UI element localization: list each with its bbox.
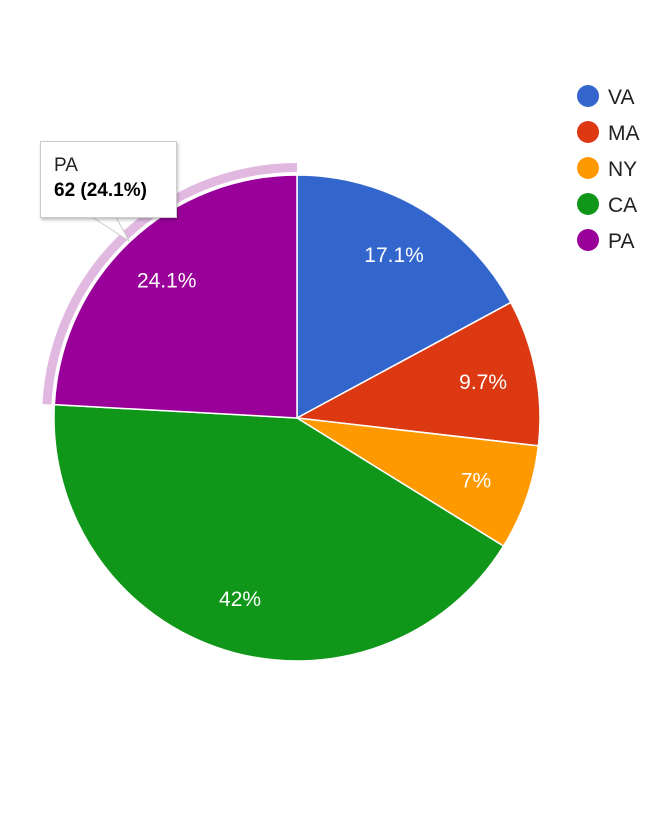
legend-label-va: VA [608,86,634,109]
legend-item-ny[interactable]: NY [577,157,637,181]
legend-marker-ca [577,193,599,215]
legend-label-ma: MA [608,122,640,145]
tooltip-value: 62 (24.1%) [54,180,147,201]
legend-item-ma[interactable]: MA [577,121,640,145]
slice-label-ny: 7% [461,469,491,492]
slice-label-ma: 9.7% [459,371,507,394]
tooltip-series-name: PA [54,155,78,176]
legend-marker-ny [577,157,599,179]
slice-labels: 17.1% 9.7% 7% 42% 24.1% [137,244,507,611]
slice-label-ca: 42% [219,588,261,611]
pie-slice-pa[interactable] [53,174,298,419]
pie-slice-va[interactable] [296,174,512,420]
legend-marker-pa [577,229,599,251]
legend-label-ny: NY [608,158,637,181]
tooltip: PA 62 (24.1%) [40,141,177,218]
legend: VA MA NY CA PA [577,85,640,253]
legend-item-ca[interactable]: CA [577,193,637,217]
legend-label-ca: CA [608,194,637,217]
legend-item-va[interactable]: VA [577,85,634,109]
legend-label-pa: PA [608,230,634,253]
legend-item-pa[interactable]: PA [577,229,634,253]
legend-marker-ma [577,121,599,143]
legend-marker-va [577,85,599,107]
pie-slice-ny[interactable] [296,417,540,548]
slice-label-va: 17.1% [364,244,424,267]
slice-label-pa: 24.1% [137,269,197,292]
pie-slice-ca[interactable] [53,403,505,662]
pie-slices [53,174,541,662]
pie-slice-ma[interactable] [294,301,541,447]
